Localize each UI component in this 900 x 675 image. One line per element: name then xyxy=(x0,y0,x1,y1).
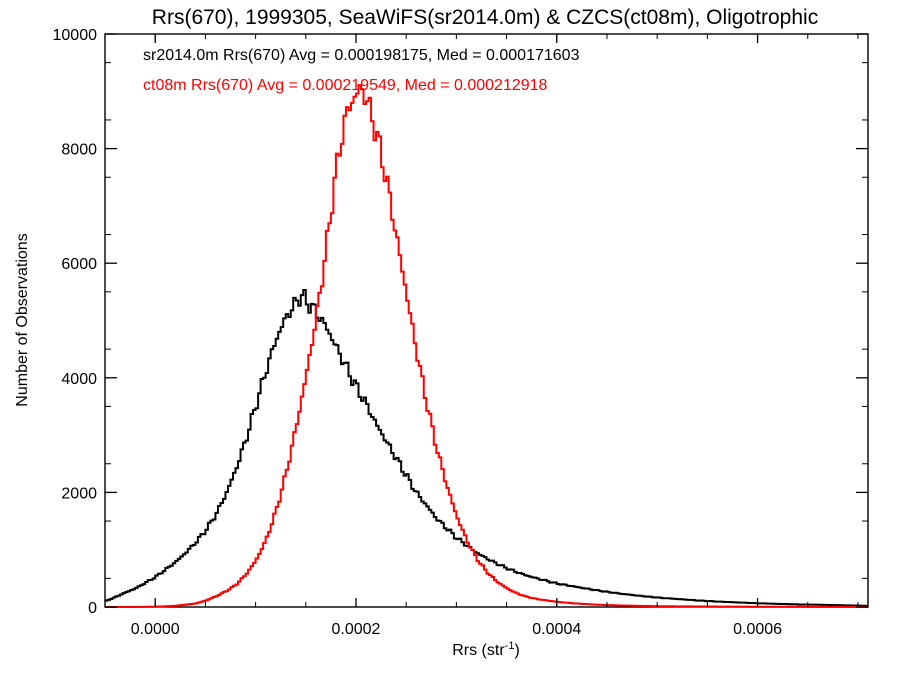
y-axis-label: Number of Observations xyxy=(14,233,31,406)
x-tick-label: 0.0006 xyxy=(733,621,782,638)
series-layer xyxy=(105,84,868,608)
x-axis-label-close: ) xyxy=(514,642,519,659)
x-tick-label: 0.0004 xyxy=(532,621,581,638)
series-line-ct08m xyxy=(105,84,868,608)
x-axis-label: Rrs (str-1) xyxy=(452,640,520,659)
series-line-sr2014 xyxy=(105,288,868,607)
y-tick-label: 6000 xyxy=(61,256,97,273)
y-tick-label: 8000 xyxy=(61,142,97,159)
y-tick-label: 4000 xyxy=(61,371,97,388)
annotation-red: ct08m Rrs(670) Avg = 0.000219549, Med = … xyxy=(143,77,548,94)
y-tick-label: 10000 xyxy=(53,27,98,44)
chart-title: Rrs(670), 1999305, SeaWiFS(sr2014.0m) & … xyxy=(152,6,818,29)
y-tick-label: 2000 xyxy=(61,485,97,502)
plot-frame xyxy=(104,33,869,608)
x-axis-label-sup: -1 xyxy=(505,640,515,652)
ticks-layer: 0.0000 0.0002 0.0004 0.0006 0 2000 4000 6000 800… xyxy=(53,27,868,638)
x-tick-label: 0.0002 xyxy=(332,621,381,638)
y-tick-label: 0 xyxy=(88,600,97,617)
x-axis-label-main: Rrs (str xyxy=(452,642,505,659)
annotation-black: sr2014.0m Rrs(670) Avg = 0.000198175, Me… xyxy=(143,47,580,64)
plot-area: 0.0000 0.0002 0.0004 0.0006 0 2000 4000 6000 800… xyxy=(53,27,869,638)
x-tick-label: 0.0000 xyxy=(131,621,180,638)
